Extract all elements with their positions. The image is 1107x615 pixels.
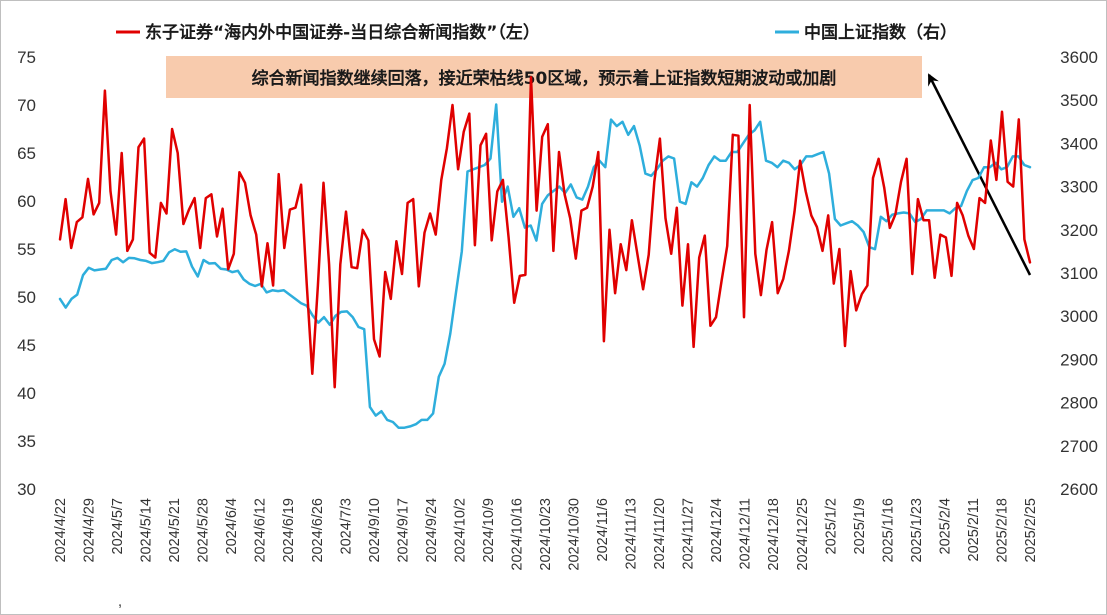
y-left-tick-label: 40 <box>17 384 36 403</box>
y-left-tick-label: 55 <box>17 240 36 259</box>
y-right-tick-label: 3200 <box>1060 221 1098 240</box>
x-tick-label: 2024/10/30 <box>567 498 583 571</box>
y-axis-right: 2600 2700 2800 2900 3000 3100 3200 3300 3400 3500… <box>1060 48 1098 499</box>
x-tick-label: 2024/7/3 <box>338 498 354 554</box>
x-tick-label: 2024/5/28 <box>196 498 212 563</box>
x-tick-label: 2024/5/14 <box>139 498 155 563</box>
x-tick-label: 2025/2/25 <box>1023 498 1039 563</box>
legend: 东子证券“海内外中国证券-当日综合新闻指数”（左） 中国上证指数（右） <box>116 22 957 43</box>
x-tick-label: 2024/5/21 <box>167 498 183 563</box>
series-layer <box>58 75 1032 429</box>
x-tick-label: 2024/9/10 <box>367 498 383 563</box>
x-tick-label: 2025/1/23 <box>909 498 925 563</box>
x-tick-label: 2024/12/18 <box>766 498 782 571</box>
x-tick-label: 2024/4/22 <box>53 498 69 563</box>
y-right-tick-label: 2900 <box>1060 350 1098 369</box>
stray-mark: , <box>118 594 122 610</box>
x-tick-label: 2025/2/18 <box>994 498 1010 563</box>
x-tick-label: 2024/9/17 <box>395 498 411 563</box>
x-axis: 2024/4/22 2024/4/29 2024/5/7 2024/5/14 2024/… <box>53 498 1039 571</box>
x-tick-label: 2024/4/29 <box>82 498 98 563</box>
y-axis-left: 30 35 40 45 50 55 60 65 70 75 <box>17 48 36 499</box>
x-tick-label: 2024/12/4 <box>709 498 725 563</box>
y-right-tick-label: 2700 <box>1060 437 1098 456</box>
y-right-tick-label: 3500 <box>1060 91 1098 110</box>
y-left-tick-label: 65 <box>17 144 36 163</box>
x-tick-label: 2024/11/27 <box>681 498 697 570</box>
y-left-tick-label: 45 <box>17 336 36 355</box>
x-tick-label: 2024/12/25 <box>795 498 811 571</box>
y-left-tick-label: 50 <box>17 288 36 307</box>
x-tick-label: 2024/5/7 <box>110 498 126 554</box>
x-tick-label: 2024/11/6 <box>595 498 611 561</box>
x-tick-label: 2024/10/16 <box>509 498 525 571</box>
y-right-tick-label: 3100 <box>1060 264 1098 283</box>
annotation: 综合新闻指数继续回落，接近荣枯线50区域，预示着上证指数短期波动或加剧 <box>166 56 1032 276</box>
y-left-tick-label: 75 <box>17 48 36 67</box>
x-tick-label: 2025/1/16 <box>880 498 896 563</box>
x-tick-label: 2024/10/23 <box>538 498 554 571</box>
annotation-text: 综合新闻指数继续回落，接近荣枯线50区域，预示着上证指数短期波动或加剧 <box>252 68 837 89</box>
x-tick-label: 2024/10/2 <box>452 498 468 563</box>
x-tick-label: 2024/12/11 <box>738 498 754 570</box>
x-tick-label: 2024/6/26 <box>310 498 326 563</box>
annotation-box <box>166 56 922 98</box>
x-tick-label: 2024/11/13 <box>624 498 640 570</box>
x-tick-label: 2024/10/9 <box>481 498 497 563</box>
series-line-news-index <box>58 75 1032 389</box>
x-tick-label: 2025/1/2 <box>823 498 839 554</box>
y-left-tick-label: 60 <box>17 192 36 211</box>
y-right-tick-label: 2800 <box>1060 394 1098 413</box>
y-right-tick-label: 3400 <box>1060 134 1098 153</box>
x-tick-label: 2024/6/19 <box>281 498 297 563</box>
y-right-tick-label: 2600 <box>1060 480 1098 499</box>
y-left-tick-label: 30 <box>17 480 36 499</box>
y-right-tick-label: 3600 <box>1060 48 1098 67</box>
x-tick-label: 2024/9/24 <box>424 498 440 563</box>
x-tick-label: 2025/1/9 <box>852 498 868 554</box>
x-tick-label: 2024/11/20 <box>652 498 668 570</box>
x-tick-label: 2024/6/12 <box>253 498 269 563</box>
x-tick-label: 2025/2/11 <box>966 498 982 561</box>
y-right-tick-label: 3000 <box>1060 307 1098 326</box>
x-tick-label: 2024/6/4 <box>224 498 240 554</box>
y-right-tick-label: 3300 <box>1060 178 1098 197</box>
x-tick-label: 2025/2/4 <box>937 498 953 554</box>
y-left-tick-label: 35 <box>17 432 36 451</box>
legend-label-shanghai-index: 中国上证指数（右） <box>804 22 957 43</box>
legend-label-news-index: 东子证券“海内外中国证券-当日综合新闻指数”（左） <box>145 22 540 43</box>
y-left-tick-label: 70 <box>17 96 36 115</box>
